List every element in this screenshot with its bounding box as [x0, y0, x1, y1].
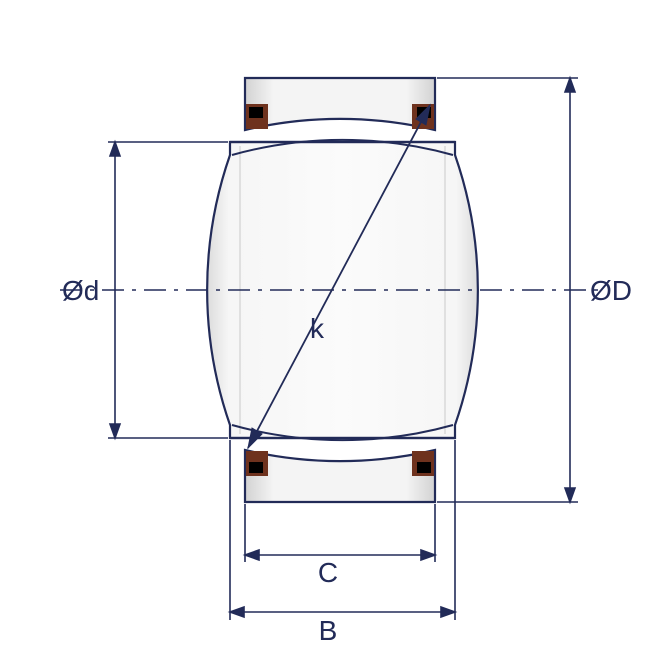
label-k: k [310, 313, 325, 344]
label-D: ØD [590, 275, 632, 306]
label-d: Ød [62, 275, 99, 306]
dim-C [245, 504, 435, 562]
outer-ring-bottom [245, 450, 435, 502]
bearing-diagram: Ød ØD k C B [0, 0, 670, 670]
label-B: B [319, 615, 338, 646]
outer-ring-top [245, 78, 435, 130]
label-C: C [318, 557, 338, 588]
